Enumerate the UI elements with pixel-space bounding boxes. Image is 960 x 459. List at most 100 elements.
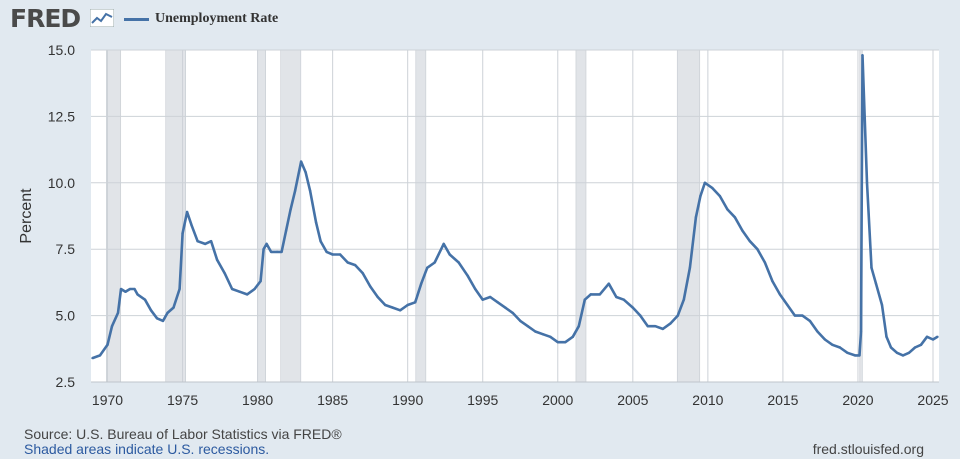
data-point [289, 208, 292, 211]
data-point [293, 189, 297, 192]
data-point [299, 160, 303, 163]
data-point [406, 303, 409, 307]
data-point [304, 170, 307, 174]
data-point [564, 340, 567, 344]
chart-header: FRED Unemployment Rate [0, 0, 960, 40]
data-point [119, 287, 123, 291]
data-point [598, 293, 601, 296]
data-point [496, 301, 499, 304]
data-point [607, 282, 611, 285]
data-point [457, 261, 460, 264]
data-point [711, 186, 714, 190]
data-point [203, 242, 207, 246]
data-point [865, 181, 869, 184]
data-point [91, 356, 94, 360]
fred-logo[interactable]: FRED [10, 4, 81, 33]
data-point [155, 317, 159, 320]
data-point [172, 306, 175, 309]
data-point [831, 343, 834, 347]
data-point [383, 303, 387, 307]
data-point [793, 314, 797, 317]
data-point [682, 298, 686, 301]
x-tick-label: 1995 [467, 392, 498, 408]
data-point [859, 330, 863, 333]
data-point [808, 319, 812, 323]
data-point [889, 346, 893, 349]
data-point [433, 261, 436, 264]
data-point [801, 314, 804, 317]
data-point [646, 325, 650, 328]
data-point [741, 229, 744, 232]
data-point [253, 287, 256, 291]
data-point [931, 338, 935, 341]
data-point [526, 325, 529, 328]
data-point [504, 306, 507, 309]
x-tick-label: 1980 [242, 392, 273, 408]
data-point [846, 351, 849, 354]
data-point [583, 298, 586, 301]
recession-note-link[interactable]: Shaded areas indicate U.S. recessions. [24, 441, 270, 457]
y-axis-label: Percent [18, 188, 35, 244]
data-point [262, 248, 265, 251]
data-point [615, 295, 618, 299]
data-point [631, 306, 635, 309]
data-point [110, 325, 114, 328]
data-point [936, 335, 939, 339]
data-point [185, 210, 189, 214]
plot-area [91, 50, 939, 382]
data-point [870, 266, 873, 269]
data-point [688, 266, 692, 269]
site-url[interactable]: fred.stlouisfed.org [812, 441, 924, 457]
data-point [245, 293, 249, 296]
data-point [838, 346, 842, 349]
data-point [346, 261, 349, 264]
data-point [124, 290, 127, 293]
data-point [275, 250, 279, 254]
data-point [419, 282, 423, 285]
data-point [361, 271, 364, 275]
data-point [481, 298, 484, 301]
data-point [925, 335, 929, 339]
data-point [259, 279, 262, 283]
x-tick-label: 2005 [617, 392, 648, 408]
data-point [885, 335, 888, 339]
data-point [284, 229, 288, 232]
data-point [694, 216, 698, 219]
legend-swatch [124, 17, 149, 21]
data-point [771, 279, 774, 283]
data-point [190, 224, 193, 227]
data-point [209, 240, 213, 243]
data-point [98, 354, 102, 357]
data-point [391, 306, 394, 309]
data-point [748, 240, 752, 243]
data-point [166, 311, 169, 315]
data-point [325, 250, 328, 254]
x-tick-label: 1985 [317, 392, 348, 408]
data-point [874, 282, 878, 285]
source-note: Source: U.S. Bureau of Labor Statistics … [24, 426, 342, 442]
data-point [541, 332, 544, 336]
chart-legend[interactable]: Unemployment Rate [124, 11, 278, 27]
data-point [733, 216, 737, 219]
data-point [556, 340, 559, 344]
data-point [238, 290, 241, 293]
data-point [143, 298, 147, 301]
data-point [511, 311, 514, 315]
data-point [269, 250, 273, 254]
data-point [376, 295, 379, 299]
data-point [215, 258, 219, 262]
data-point [718, 194, 722, 198]
data-point [654, 325, 657, 328]
data-point [823, 338, 827, 341]
y-tick-label: 12.5 [48, 108, 75, 124]
data-point [786, 303, 789, 307]
x-tick-label: 2000 [542, 392, 573, 408]
x-tick-label: 1975 [167, 392, 198, 408]
data-point [308, 189, 312, 192]
logo-graph-icon [90, 9, 114, 27]
y-tick-label: 10.0 [48, 175, 75, 191]
y-tick-label: 2.5 [56, 374, 76, 390]
data-point [534, 330, 537, 333]
data-point [319, 240, 322, 243]
